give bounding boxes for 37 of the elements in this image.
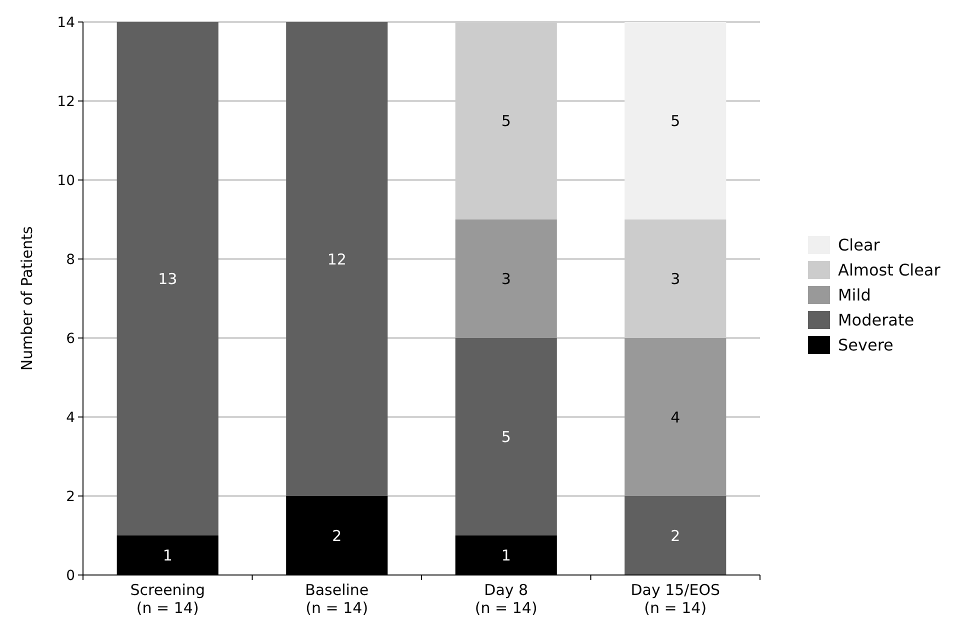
data-label: 5: [501, 112, 511, 130]
bar: [624, 22, 726, 220]
bar: [624, 220, 726, 338]
bar: [624, 496, 726, 575]
y-tick-label: 10: [57, 172, 75, 189]
y-axis-title: Number of Patients: [18, 226, 36, 371]
data-label: 12: [327, 250, 346, 268]
y-tick-label: 12: [57, 94, 75, 110]
data-label: 2: [670, 526, 680, 545]
legend-label: Clear: [838, 236, 880, 255]
y-tick-label: 8: [66, 252, 75, 268]
legend-label: Severe: [838, 336, 894, 355]
data-label: 4: [670, 408, 680, 426]
y-tick-label: 0: [66, 568, 75, 584]
y-tick-label: 2: [66, 488, 75, 505]
bar: [286, 22, 388, 496]
legend-label: Mild: [838, 286, 871, 305]
x-tick-label: Day 8 (n = 14): [474, 581, 538, 617]
bar: [455, 338, 557, 536]
y-tick-label: 6: [66, 330, 76, 347]
x-tick-label: Baseline (n = 14): [305, 581, 369, 617]
legend-label: Moderate: [838, 310, 914, 330]
data-label: 3: [501, 270, 511, 288]
data-label: 5: [501, 428, 511, 446]
x-tick-label: Day 15/EOS (n = 14): [630, 581, 720, 617]
bar: [455, 22, 557, 220]
data-label: 1: [501, 546, 511, 564]
bar: [116, 22, 218, 536]
data-label: 2: [332, 526, 342, 545]
data-label: 5: [670, 112, 680, 130]
y-tick-label: 4: [66, 410, 76, 426]
legend-label: Almost Clear: [838, 260, 941, 280]
x-tick-label: Screening (n = 14): [130, 581, 206, 617]
data-label: 1: [162, 546, 172, 564]
data-label: 13: [158, 270, 178, 288]
y-tick-label: 14: [57, 14, 76, 31]
data-label: 3: [670, 270, 680, 288]
